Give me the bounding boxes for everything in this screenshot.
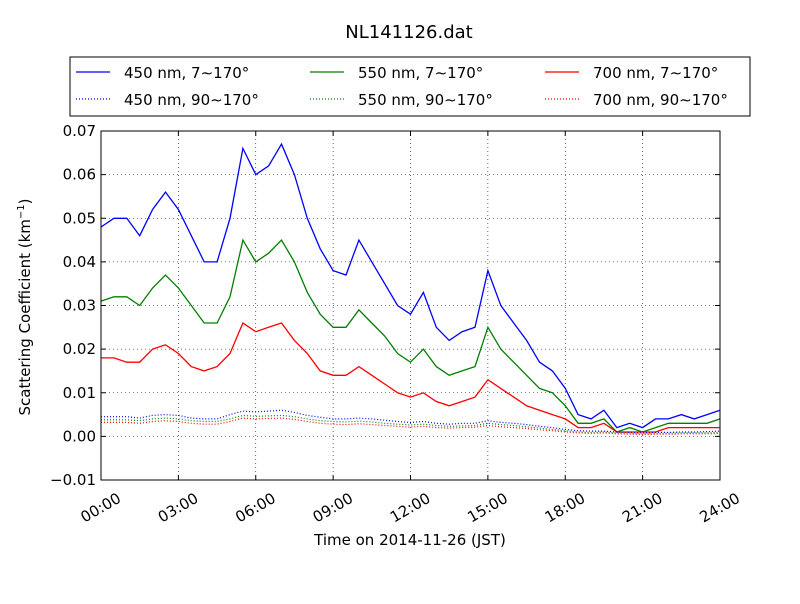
x-tick-label: 21:00 bbox=[619, 489, 665, 526]
x-tick-label: 00:00 bbox=[78, 489, 124, 526]
y-tick-label: 0.06 bbox=[63, 166, 96, 184]
x-tick-label: 03:00 bbox=[155, 489, 201, 526]
series-group bbox=[100, 142, 721, 436]
y-tick-label: 0.00 bbox=[63, 427, 96, 445]
x-tick-label: 15:00 bbox=[464, 489, 510, 526]
series-line-0 bbox=[100, 142, 721, 429]
x-tick-label: 18:00 bbox=[542, 489, 588, 526]
y-tick-label: 0.03 bbox=[63, 297, 96, 315]
y-tick-label: 0.02 bbox=[63, 340, 96, 358]
legend-label-1: 550 nm, 7∼170° bbox=[358, 64, 483, 82]
x-tick-label: 12:00 bbox=[387, 489, 433, 526]
y-tick-label: −0.01 bbox=[50, 471, 96, 489]
legend-label-0: 450 nm, 7∼170° bbox=[124, 64, 249, 82]
x-tick-label: 09:00 bbox=[310, 489, 356, 526]
y-axis-label: Scattering Coefficient (km−1) bbox=[16, 198, 34, 415]
y-tick-label: 0.05 bbox=[63, 209, 96, 227]
x-tick-label: 24:00 bbox=[697, 489, 743, 526]
chart-title: NL141126.dat bbox=[345, 22, 472, 43]
x-tick-label: 06:00 bbox=[232, 489, 278, 526]
y-axis: −0.01 0.00 0.01 0.02 0.03 0.04 0.05 0.06 0.07 bbox=[50, 122, 720, 489]
legend-label-4: 550 nm, 90∼170° bbox=[358, 91, 493, 109]
y-axis-label-close: ) bbox=[16, 198, 34, 204]
y-axis-label-main: Scattering Coefficient (km bbox=[16, 219, 34, 415]
legend-label-2: 700 nm, 7∼170° bbox=[593, 64, 718, 82]
series-line-3 bbox=[101, 409, 721, 434]
legend: 450 nm, 7∼170° 550 nm, 7∼170° 700 nm, 7∼17… bbox=[69, 56, 751, 117]
x-axis-label: Time on 2014-11-26 (JST) bbox=[313, 531, 506, 549]
y-tick-label: 0.04 bbox=[63, 253, 96, 271]
legend-label-5: 700 nm, 90∼170° bbox=[593, 91, 728, 109]
y-tick-label: 0.07 bbox=[63, 122, 96, 140]
legend-label-3: 450 nm, 90∼170° bbox=[124, 91, 259, 109]
legend-box bbox=[69, 56, 751, 117]
plot-area: 00:00 03:00 06:00 09:00 12:00 15:00 18:00 21:00… bbox=[50, 122, 743, 526]
y-axis-label-unit-exponent: −1 bbox=[16, 204, 27, 219]
y-tick-label: 0.01 bbox=[63, 384, 96, 402]
